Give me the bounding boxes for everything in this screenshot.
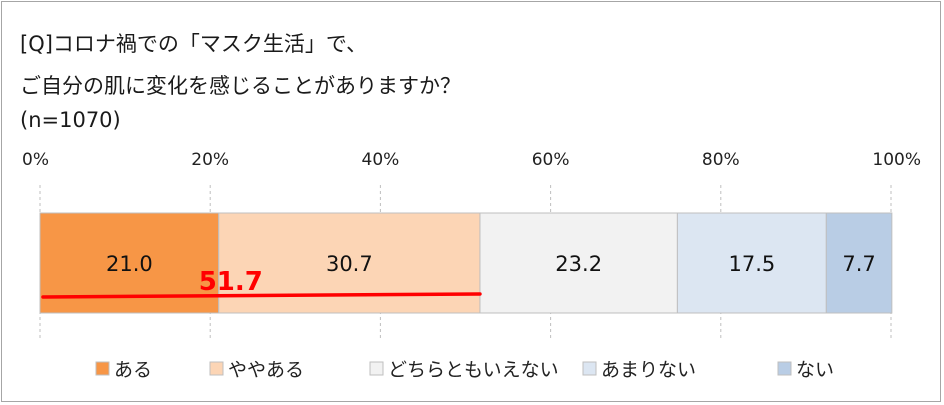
legend-swatch <box>209 361 224 376</box>
legend-swatch <box>582 361 597 376</box>
legend-label: どちらともいえない <box>388 359 559 381</box>
legend-label: ある <box>114 359 152 381</box>
x-tick-label: 100% <box>872 150 921 170</box>
x-tick-label: 20% <box>191 150 229 170</box>
data-label: 23.2 <box>555 252 602 276</box>
question-line-1: [Q]コロナ禍での「マスク生活」で、 <box>20 32 368 56</box>
data-label: 7.7 <box>842 252 875 276</box>
data-label: 30.7 <box>326 252 373 276</box>
bar-segment <box>676 212 827 314</box>
annotation-label: 51.7 <box>199 267 263 297</box>
legend-swatch <box>369 361 384 376</box>
legend-swatch <box>95 361 110 376</box>
bar-segment <box>479 212 678 314</box>
data-label: 17.5 <box>728 252 775 276</box>
bar-segment <box>825 212 893 314</box>
x-tick-label: 60% <box>532 150 570 170</box>
sample-size: (n=1070) <box>20 108 121 132</box>
legend-label: あまりない <box>601 359 696 381</box>
x-tick-label: 80% <box>702 150 740 170</box>
x-tick-label: 0% <box>22 150 49 170</box>
legend-label: ない <box>796 359 834 381</box>
legend-label: ややある <box>228 359 304 381</box>
data-label: 21.0 <box>106 252 153 276</box>
legend-swatch <box>777 361 792 376</box>
question-line-2: ご自分の肌に変化を感じることがありますか？ <box>20 74 461 98</box>
annotation-line <box>41 292 482 299</box>
x-tick-label: 40% <box>362 150 400 170</box>
